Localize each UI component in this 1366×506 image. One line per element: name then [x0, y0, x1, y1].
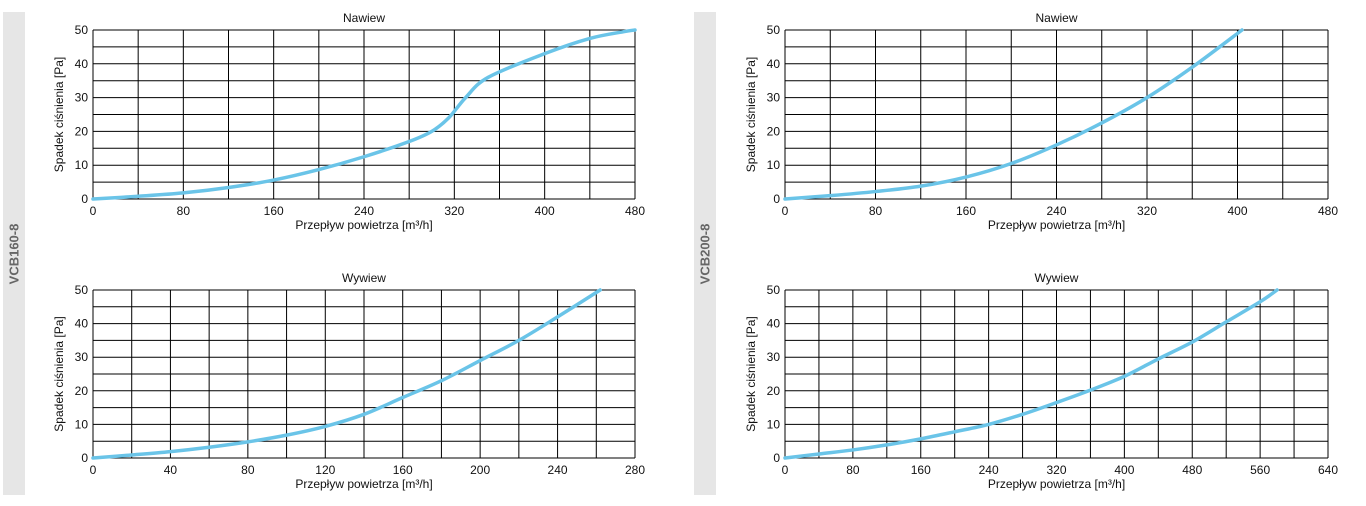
y-tick-label: 10 — [767, 417, 781, 431]
x-tick-label: 0 — [90, 463, 97, 477]
y-tick-label: 20 — [767, 124, 781, 138]
x-tick-label: 80 — [846, 463, 860, 477]
y-axis-label: Spadek ciśnienia [Pa] — [52, 316, 66, 431]
series-line-nawiew — [783, 28, 1244, 201]
chart-vcb160-8-wywiew: 0 10 20 30 40 50 0 40 80 120 160 200 240 280 Wywiew Prz… — [52, 271, 645, 491]
y-tick-label: 30 — [75, 350, 89, 364]
x-tick-label: 160 — [393, 463, 413, 477]
x-tick-label: 280 — [625, 463, 645, 477]
y-tick-label: 10 — [75, 158, 89, 172]
y-tick-label: 50 — [767, 23, 781, 37]
chart-vcb160-8-nawiew: 0 10 20 30 40 50 0 80 160 240 320 400 480 Nawiew Przep… — [52, 11, 645, 232]
y-tick-label: 20 — [767, 384, 781, 398]
y-axis-label: Spadek ciśnienia [Pa] — [744, 316, 758, 431]
y-tick-label: 40 — [75, 317, 89, 331]
model-sidebar-right: VCB200-8 — [694, 12, 716, 495]
x-axis-label: Przepływ powietrza [m³/h] — [295, 218, 432, 232]
series-line-wywiew — [783, 288, 1279, 460]
x-tick-label: 80 — [869, 204, 883, 218]
x-tick-label: 160 — [911, 463, 931, 477]
y-tick-label: 40 — [767, 317, 781, 331]
y-tick-label: 50 — [75, 23, 89, 37]
x-tick-label: 320 — [1137, 204, 1157, 218]
chart-vcb200-8-wywiew: 0 10 20 30 40 50 0 80 160 240 320 400 480 560 640 Wywie… — [744, 271, 1338, 491]
y-tick-label: 10 — [75, 417, 89, 431]
x-tick-label: 80 — [241, 463, 255, 477]
y-tick-label: 40 — [767, 57, 781, 71]
x-tick-label: 40 — [164, 463, 178, 477]
x-tick-label: 560 — [1250, 463, 1270, 477]
chart-title: Wywiew — [342, 271, 386, 285]
x-axis-label: Przepływ powietrza [m³/h] — [988, 477, 1125, 491]
x-axis-label: Przepływ powietrza [m³/h] — [988, 218, 1125, 232]
x-tick-label: 80 — [177, 204, 191, 218]
chart-title: Nawiew — [1035, 11, 1077, 25]
chart-title: Nawiew — [343, 11, 385, 25]
y-tick-label: 50 — [75, 283, 89, 297]
x-tick-label: 400 — [535, 204, 555, 218]
y-tick-label: 40 — [75, 57, 89, 71]
y-axis-label: Spadek ciśnienia [Pa] — [744, 57, 758, 172]
y-tick-label: 30 — [767, 350, 781, 364]
x-tick-label: 400 — [1227, 204, 1247, 218]
x-tick-label: 320 — [444, 204, 464, 218]
x-tick-label: 640 — [1318, 463, 1338, 477]
y-tick-label: 0 — [81, 451, 88, 465]
x-tick-label: 160 — [264, 204, 284, 218]
x-tick-label: 0 — [782, 204, 789, 218]
x-tick-label: 320 — [1046, 463, 1066, 477]
y-tick-label: 20 — [75, 124, 89, 138]
x-tick-label: 240 — [979, 463, 999, 477]
x-tick-label: 240 — [1046, 204, 1066, 218]
y-tick-label: 30 — [75, 91, 89, 105]
x-tick-label: 120 — [315, 463, 335, 477]
y-tick-label: 50 — [767, 283, 781, 297]
series-line-wywiew — [91, 288, 602, 460]
y-axis-label: Spadek ciśnienia [Pa] — [52, 57, 66, 172]
chart-vcb200-8-nawiew: 0 10 20 30 40 50 0 80 160 240 320 400 480 Nawiew Przep… — [744, 11, 1338, 232]
x-axis-label: Przepływ powietrza [m³/h] — [295, 477, 432, 491]
x-tick-label: 0 — [782, 463, 789, 477]
series-line-nawiew — [91, 28, 637, 201]
y-tick-label: 10 — [767, 158, 781, 172]
y-tick-label: 20 — [75, 384, 89, 398]
y-tick-label: 0 — [773, 451, 780, 465]
x-tick-label: 0 — [90, 204, 97, 218]
model-sidebar-left: VCB160-8 — [3, 12, 25, 495]
x-tick-label: 160 — [956, 204, 976, 218]
y-tick-label: 0 — [81, 192, 88, 206]
x-tick-label: 480 — [1182, 463, 1202, 477]
x-tick-label: 240 — [548, 463, 568, 477]
x-tick-label: 200 — [470, 463, 490, 477]
x-tick-label: 400 — [1114, 463, 1134, 477]
x-tick-label: 240 — [354, 204, 374, 218]
x-tick-label: 480 — [1318, 204, 1338, 218]
x-tick-label: 480 — [625, 204, 645, 218]
chart-title: Wywiew — [1035, 271, 1079, 285]
y-tick-label: 0 — [773, 192, 780, 206]
y-tick-label: 30 — [767, 91, 781, 105]
